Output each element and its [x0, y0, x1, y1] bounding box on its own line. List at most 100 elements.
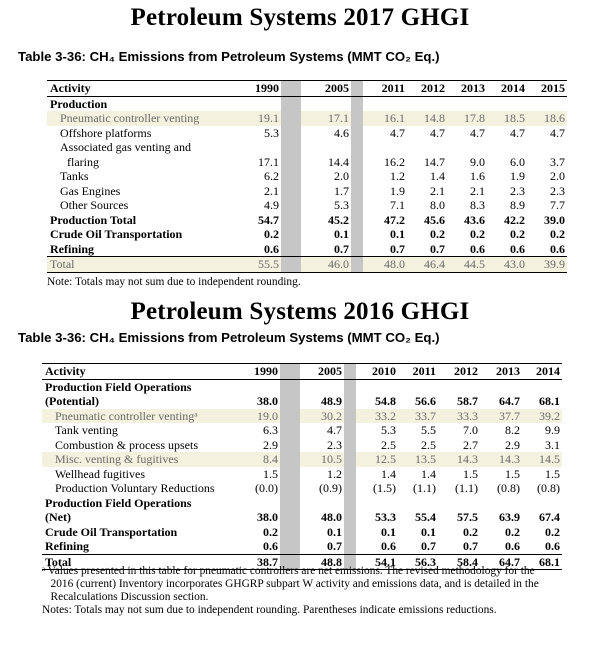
column-separator — [281, 154, 301, 169]
cell-value — [480, 496, 522, 511]
column-header: 2011 — [398, 363, 438, 380]
column-separator — [351, 154, 363, 169]
cell-value: 1.5 — [263, 466, 278, 481]
row-label: Tanks — [60, 169, 89, 183]
cell-value: 58.7 — [457, 394, 478, 408]
cell-value: 2.3 — [327, 437, 342, 452]
table-row: Total 55.5 46.0 48.0 46.4 44.5 43.0 39.9 — [47, 256, 567, 273]
column-separator — [280, 408, 300, 423]
table-row: Production — [47, 96, 567, 111]
cell-value: 1.2 — [327, 466, 342, 481]
cell-value: 53.3 — [375, 510, 396, 524]
cell-value — [301, 140, 351, 155]
section-title-2016: Petroleum Systems 2016 GHGI — [130, 298, 470, 325]
column-separator — [344, 481, 356, 496]
column-separator — [280, 539, 300, 554]
cell-value: 14.8 — [407, 111, 447, 126]
cell-value: 0.2 — [545, 524, 560, 539]
column-separator — [344, 452, 356, 467]
cell-value — [363, 140, 407, 155]
cell-value: 6.0 — [510, 154, 525, 169]
cell-value: 0.1 — [327, 524, 342, 539]
column-separator — [351, 212, 363, 227]
cell-value: 2.7 — [463, 437, 478, 452]
cell-value: 54.7 — [258, 212, 279, 227]
cell-value: 1.4 — [381, 466, 396, 481]
cell-value — [522, 496, 562, 511]
cell-value: 1.9 — [510, 169, 525, 183]
cell-value: 38.0 — [257, 510, 278, 524]
cell-value — [407, 140, 447, 155]
column-separator — [281, 80, 301, 97]
row-label: flaring — [67, 154, 99, 169]
cell-value: 2.0 — [334, 169, 349, 183]
column-header: 2015 — [527, 80, 567, 97]
cell-value: 45.2 — [328, 212, 349, 227]
table-notes-2016: ᵃ Values presented in this table for pne… — [42, 565, 598, 617]
row-label: Crude Oil Transportation — [45, 524, 178, 539]
cell-value: 67.4 — [539, 510, 560, 524]
column-header: 1990 — [232, 363, 280, 380]
table-row: flaring 17.1 14.4 16.2 14.7 9.0 6.0 3.7 — [47, 154, 567, 169]
column-separator — [344, 539, 356, 554]
cell-value: 47.2 — [384, 212, 405, 227]
cell-value: 0.2 — [463, 524, 478, 539]
cell-value: 9.0 — [470, 154, 485, 169]
cell-value: 0.1 — [381, 524, 396, 539]
cell-value: 5.3 — [381, 423, 396, 437]
cell-value: 4.7 — [510, 125, 525, 140]
row-label: (Potential) — [45, 394, 99, 408]
cell-value: 13.5 — [398, 452, 438, 467]
cell-value: 56.6 — [415, 394, 436, 408]
cell-value: 1.9 — [390, 183, 405, 198]
row-label: Production Field Operations — [45, 495, 192, 510]
column-separator — [280, 379, 300, 394]
note-line: Note: Totals may not sum due to independ… — [47, 276, 301, 288]
row-label: Pneumatic controller ventingᵃ — [42, 408, 232, 423]
table-row: Production Field Operations — [42, 379, 562, 394]
cell-value — [447, 96, 487, 111]
cell-value: 6.3 — [263, 423, 278, 437]
cell-value: (0.8) — [497, 481, 520, 495]
cell-value: 2.3 — [550, 183, 565, 198]
cell-value: 1.5 — [463, 466, 478, 481]
cell-value: 1.5 — [505, 466, 520, 481]
column-header: 2014 — [522, 363, 562, 380]
cell-value: 4.7 — [550, 125, 565, 140]
column-separator — [344, 394, 356, 409]
cell-value — [356, 496, 398, 511]
cell-value — [398, 496, 438, 511]
cell-value: 63.9 — [499, 510, 520, 524]
cell-value: 1.5 — [545, 466, 560, 481]
cell-value: 0.2 — [263, 524, 278, 539]
cell-value: 16.2 — [384, 154, 405, 169]
cell-value: 33.2 — [356, 408, 398, 423]
column-header: Activity — [42, 363, 232, 380]
cell-value: (1.5) — [373, 481, 396, 495]
column-separator — [281, 227, 301, 242]
cell-value: 0.2 — [470, 227, 485, 241]
row-label: Tank venting — [55, 423, 118, 437]
cell-value: 0.2 — [505, 524, 520, 539]
note-line: Notes: Totals may not sum due to indepen… — [42, 604, 497, 616]
column-separator — [344, 423, 356, 438]
row-label: Production Total — [50, 212, 137, 227]
row-label: Other Sources — [60, 198, 129, 212]
row-label: Total — [42, 553, 232, 570]
cell-value: 43.0 — [487, 256, 527, 273]
cell-value: 55.5 — [221, 256, 281, 273]
table-header-row: Activity 1990 2005 2010 2011 2012 2013 2014 — [42, 363, 562, 380]
table-row: Total 38.7 48.8 54.1 56.3 58.4 64.7 68.1 — [42, 553, 562, 570]
cell-value: 48.9 — [321, 394, 342, 408]
cell-value: 43.6 — [464, 212, 485, 227]
row-label: Pneumatic controller venting — [47, 111, 221, 126]
column-separator — [281, 125, 301, 140]
row-label: Total — [47, 256, 221, 273]
column-separator — [344, 510, 356, 525]
cell-value — [438, 496, 480, 511]
column-separator — [351, 169, 363, 184]
column-separator — [280, 510, 300, 525]
cell-value: 30.2 — [300, 408, 344, 423]
cell-value — [300, 379, 344, 394]
row-label: Refining — [45, 539, 90, 553]
